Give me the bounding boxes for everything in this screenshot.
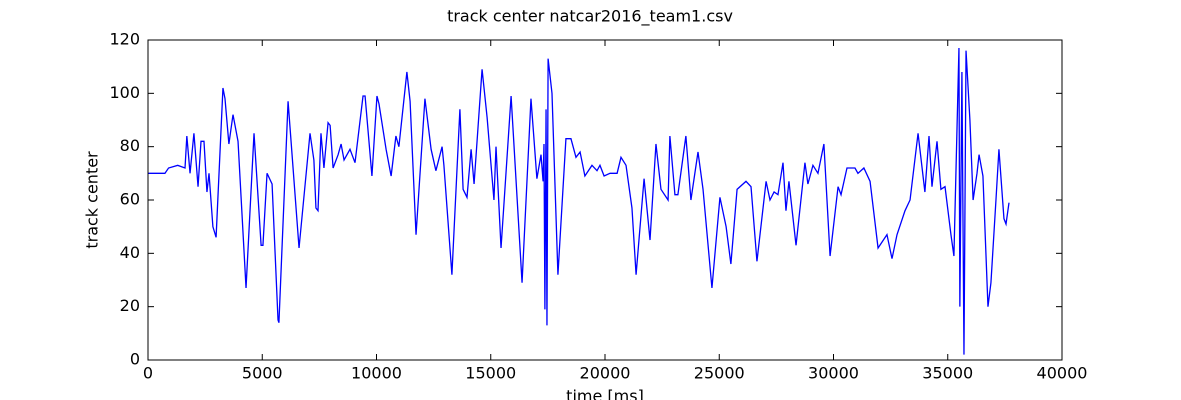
y-tick-label: 40 bbox=[120, 243, 140, 262]
x-axis-label: time [ms] bbox=[566, 387, 644, 400]
data-line bbox=[148, 47, 1010, 355]
x-tick-label: 0 bbox=[143, 364, 153, 383]
x-tick-label: 30000 bbox=[808, 364, 859, 383]
x-tick-label: 15000 bbox=[465, 364, 516, 383]
x-tick-label: 20000 bbox=[580, 364, 631, 383]
y-tick-label: 20 bbox=[120, 296, 140, 315]
y-tick-label: 100 bbox=[109, 83, 140, 102]
y-tick-label: 60 bbox=[120, 190, 140, 209]
y-tick-label: 0 bbox=[130, 350, 140, 369]
x-tick-label: 35000 bbox=[922, 364, 973, 383]
y-axis-label: track center bbox=[83, 151, 102, 249]
x-tick-label: 25000 bbox=[694, 364, 745, 383]
plot-frame bbox=[147, 39, 1063, 361]
chart-title: track center natcar2016_team1.csv bbox=[447, 7, 733, 27]
y-tick-label: 80 bbox=[120, 136, 140, 155]
y-tick-label: 120 bbox=[109, 30, 140, 49]
x-tick-label: 5000 bbox=[242, 364, 283, 383]
x-tick-label: 10000 bbox=[351, 364, 402, 383]
x-tick-label: 40000 bbox=[1037, 364, 1088, 383]
